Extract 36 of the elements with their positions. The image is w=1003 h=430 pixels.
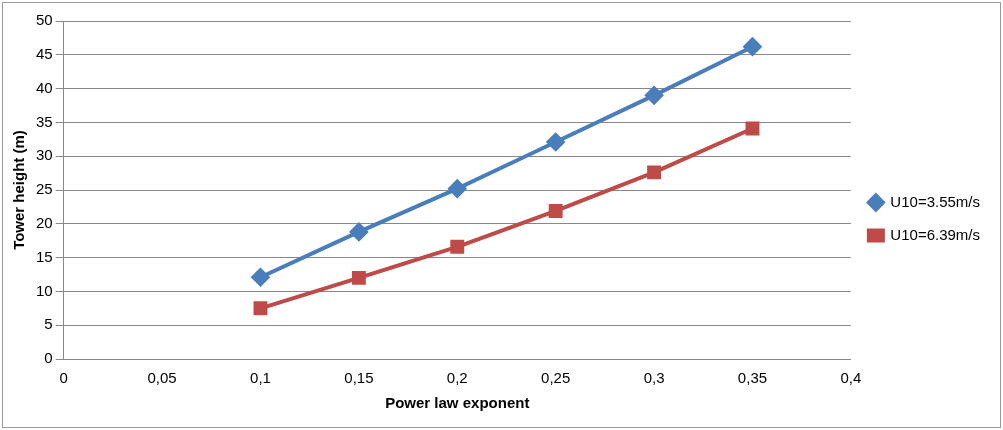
point bbox=[647, 165, 662, 180]
x-tick-label: 0,1 bbox=[250, 369, 271, 387]
point bbox=[448, 179, 467, 198]
point bbox=[349, 222, 368, 241]
legend-label: U10=6.39m/s bbox=[890, 225, 981, 243]
x-tick-label: 0,3 bbox=[643, 369, 665, 387]
y-tick-label: 25 bbox=[36, 180, 53, 198]
point bbox=[251, 268, 270, 287]
y-axis-title: Tower height (m) bbox=[10, 130, 28, 250]
x-axis-title: Power law exponent bbox=[385, 394, 530, 412]
legend-label: U10=3.55m/s bbox=[890, 192, 981, 210]
x-tick-label: 0 bbox=[59, 369, 68, 387]
y-tick-label: 45 bbox=[36, 44, 53, 62]
x-tick-label: 0,15 bbox=[344, 369, 374, 387]
y-tick-label: 20 bbox=[36, 213, 53, 231]
x-tick-label: 0,05 bbox=[147, 369, 177, 387]
y-tick-label: 15 bbox=[36, 247, 53, 265]
point bbox=[645, 86, 664, 105]
point bbox=[745, 121, 760, 136]
y-tick-label: 0 bbox=[44, 349, 53, 367]
y-tick-label: 50 bbox=[36, 11, 53, 29]
x-tick-label: 0,4 bbox=[840, 369, 862, 387]
x-tick-label: 0,2 bbox=[446, 369, 468, 387]
point bbox=[450, 239, 465, 254]
y-tick-label: 40 bbox=[36, 78, 53, 96]
x-tick-label: 0,25 bbox=[541, 369, 571, 387]
y-tick-label: 35 bbox=[36, 112, 53, 130]
point bbox=[546, 133, 565, 151]
point bbox=[743, 37, 762, 56]
y-tick-label: 30 bbox=[36, 146, 53, 164]
y-tick-label: 5 bbox=[44, 315, 53, 333]
point bbox=[548, 204, 563, 218]
y-tick-label: 10 bbox=[36, 281, 53, 299]
point bbox=[253, 301, 268, 316]
x-tick-label: 0,35 bbox=[737, 369, 768, 387]
point bbox=[351, 270, 366, 285]
